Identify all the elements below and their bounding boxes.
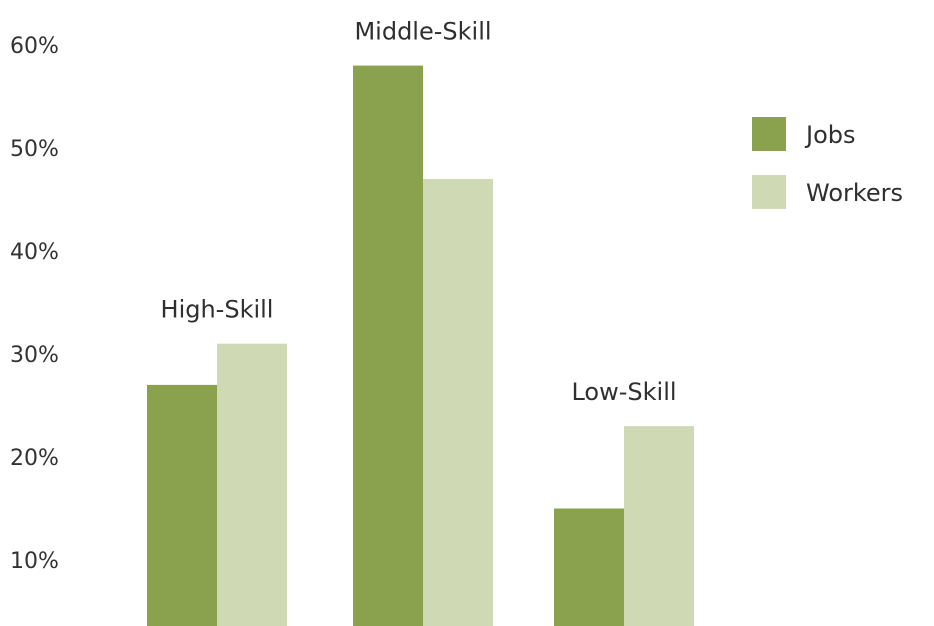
category-label: High-Skill: [161, 296, 274, 324]
y-tick-label: 60%: [10, 34, 59, 59]
bar-workers-middle-skill: [423, 178, 493, 626]
legend-label-workers: Workers: [806, 179, 903, 207]
y-axis-ticks: 10% 20% 30% 40% 50% 60%: [10, 34, 59, 574]
category-label: Middle-Skill: [354, 18, 491, 46]
y-tick-label: 10%: [10, 549, 59, 574]
bars: [147, 65, 694, 626]
category-label: Low-Skill: [571, 378, 676, 406]
bar-jobs-middle-skill: [353, 65, 423, 626]
y-tick-label: 20%: [10, 446, 59, 471]
bar-workers-low-skill: [624, 426, 694, 626]
legend-swatch-jobs: [752, 117, 786, 151]
legend: Jobs Workers: [752, 117, 903, 209]
bar-jobs-high-skill: [147, 384, 217, 626]
legend-label-jobs: Jobs: [804, 121, 856, 149]
bar-jobs-low-skill: [554, 508, 624, 626]
bar-workers-high-skill: [217, 343, 287, 626]
y-tick-label: 50%: [10, 137, 59, 162]
category-labels: High-Skill Middle-Skill Low-Skill: [161, 18, 677, 407]
y-tick-label: 40%: [10, 240, 59, 265]
y-tick-label: 30%: [10, 343, 59, 368]
legend-swatch-workers: [752, 175, 786, 209]
